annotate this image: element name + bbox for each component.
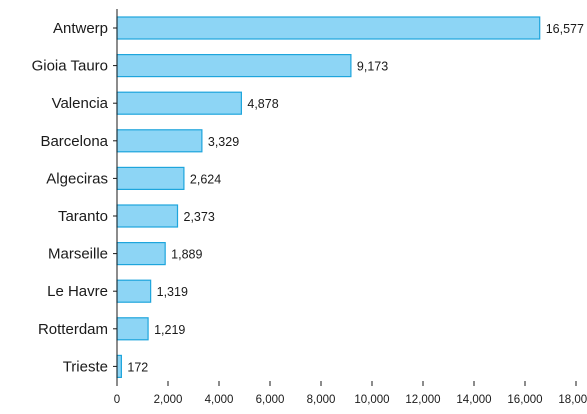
x-tick-label: 4,000: [205, 394, 234, 406]
category-label: Trieste: [63, 358, 108, 375]
category-label: Valencia: [52, 95, 109, 112]
bars-group: 16,577 9,173 4,878 3,329 2,624 2,373 1,889 1,31…: [116, 16, 584, 378]
value-label: 2,373: [184, 210, 215, 224]
bar: [116, 129, 203, 153]
x-tick-label: 14,000: [456, 394, 491, 406]
bar: [116, 317, 149, 341]
bar: [116, 53, 352, 78]
x-tick-label: 10,000: [354, 394, 389, 406]
value-label: 4,878: [247, 97, 278, 111]
x-tick-label: 6,000: [256, 394, 285, 406]
x-tick-label: 18,000: [558, 394, 587, 406]
value-label: 1,219: [154, 323, 185, 337]
category-label: Algeciras: [46, 170, 108, 187]
bar: [116, 91, 242, 115]
category-label: Antwerp: [53, 20, 108, 37]
axes-group: Antwerp Gioia Tauro Valencia Barcelona Algec…: [32, 9, 587, 406]
value-label: 1,319: [157, 285, 188, 299]
x-tick-label: 8,000: [307, 394, 336, 406]
bar: [116, 166, 185, 190]
category-label: Rotterdam: [38, 321, 108, 338]
x-tick-label: 0: [114, 394, 120, 406]
value-label: 9,173: [357, 60, 388, 74]
category-label: Barcelona: [40, 133, 108, 150]
value-label: 172: [127, 360, 148, 374]
value-label: 16,577: [546, 22, 584, 36]
bar: [116, 354, 122, 378]
bar: [116, 279, 152, 303]
value-label: 2,624: [190, 172, 221, 186]
category-label: Gioia Tauro: [32, 58, 108, 75]
category-label: Le Havre: [47, 283, 108, 300]
x-tick-label: 16,000: [507, 394, 542, 406]
value-label: 3,329: [208, 135, 239, 149]
value-label: 1,889: [171, 248, 202, 262]
bar: [116, 242, 166, 266]
category-label: Marseille: [48, 246, 108, 263]
x-tick-label: 2,000: [154, 394, 183, 406]
category-label: Taranto: [58, 208, 108, 225]
bar: [116, 204, 179, 228]
x-tick-label: 12,000: [405, 394, 440, 406]
bar: [116, 16, 541, 40]
